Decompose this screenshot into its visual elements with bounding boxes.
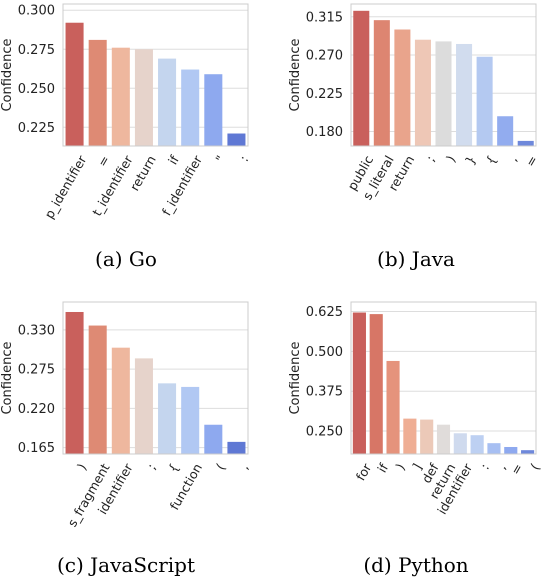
- bar: [521, 450, 535, 454]
- bar: [204, 424, 223, 454]
- chart-caption: (c) JavaScript: [57, 553, 195, 577]
- x-tick-label: :: [236, 153, 251, 164]
- bar: [487, 443, 501, 454]
- chart-caption: (a) Go: [95, 247, 157, 271]
- x-tick-label: }: [462, 153, 479, 167]
- x-tick-label: ,: [505, 153, 520, 164]
- bar: [88, 325, 107, 454]
- bar: [414, 39, 431, 147]
- plot-frame: [350, 301, 537, 455]
- y-tick-label: 0.625: [306, 305, 343, 320]
- y-tick-label: 0.165: [18, 441, 55, 456]
- plot-frame: [62, 301, 249, 455]
- bar: [504, 446, 518, 454]
- x-tick-label: ,: [236, 461, 251, 472]
- bar: [158, 58, 177, 146]
- y-axis-label: Confidence: [0, 38, 15, 111]
- bar: [453, 433, 467, 454]
- y-tick-label: 0.500: [306, 345, 343, 360]
- x-tick-label: ,: [494, 461, 509, 472]
- bar: [497, 116, 514, 146]
- x-tick-label: ;: [423, 153, 438, 164]
- x-tick-label: ): [443, 153, 458, 165]
- chart-panel-2: 0.1650.2200.2750.330)s_fragmentidentifie…: [0, 301, 251, 577]
- bar: [227, 441, 246, 454]
- plot-frame: [62, 3, 249, 147]
- x-tick-label: =: [522, 153, 540, 170]
- y-tick-label: 0.275: [18, 43, 55, 58]
- x-tick-label: p_identifier: [41, 152, 90, 221]
- bar: [227, 133, 246, 146]
- bar: [386, 360, 400, 454]
- bar: [134, 358, 153, 454]
- y-tick-label: 0.375: [306, 385, 343, 400]
- bar: [111, 347, 130, 454]
- y-tick-label: 0.300: [18, 4, 55, 19]
- y-tick-label: 0.250: [306, 425, 343, 440]
- bar: [65, 22, 84, 147]
- y-tick-label: 0.275: [18, 363, 55, 378]
- x-tick-label: ]: [409, 461, 424, 473]
- bar: [436, 424, 451, 454]
- y-axis-label: Confidence: [288, 341, 303, 414]
- y-axis-label: Confidence: [288, 38, 303, 111]
- x-tick-label: {: [165, 461, 182, 475]
- x-tick-label: (: [213, 461, 228, 473]
- x-tick-label: ;: [144, 461, 159, 472]
- bar: [394, 29, 411, 147]
- bar: [476, 56, 493, 146]
- bar: [352, 312, 366, 454]
- x-tick-label: {: [483, 153, 500, 167]
- y-tick-label: 0.225: [306, 87, 343, 102]
- bar: [65, 311, 84, 454]
- x-tick-label: ": [212, 153, 228, 165]
- x-tick-label: ): [74, 461, 89, 473]
- x-tick-label: =: [507, 461, 525, 478]
- y-tick-label: 0.315: [306, 10, 343, 25]
- y-axis-label: Confidence: [0, 341, 15, 414]
- y-tick-label: 0.330: [18, 323, 55, 338]
- plot-frame: [350, 3, 537, 147]
- chart-caption: (b) Java: [377, 247, 455, 271]
- y-tick-label: 0.250: [18, 82, 55, 97]
- bar: [181, 386, 200, 454]
- bar: [181, 69, 200, 146]
- bar: [353, 10, 370, 146]
- bar: [435, 41, 452, 146]
- x-tick-label: if: [374, 460, 391, 475]
- x-tick-label: f_identifier: [159, 152, 206, 218]
- x-tick-label: ): [393, 461, 408, 473]
- chart-caption: (d) Python: [363, 553, 468, 577]
- y-tick-label: 0.225: [18, 121, 55, 136]
- y-tick-label: 0.270: [306, 49, 343, 64]
- bar: [134, 49, 153, 146]
- x-tick-label: if: [165, 152, 182, 167]
- x-tick-label: for: [353, 460, 375, 483]
- bar: [517, 140, 534, 146]
- bar: [158, 383, 177, 454]
- y-tick-label: 0.220: [18, 402, 55, 417]
- bar: [456, 43, 473, 146]
- bar: [88, 39, 107, 147]
- chart-panel-1: 0.1800.2250.2700.315publics_literalretur…: [288, 3, 541, 271]
- bar: [204, 74, 223, 146]
- bar: [470, 435, 484, 454]
- bar: [373, 20, 390, 147]
- x-tick-label: =: [94, 153, 112, 170]
- bar: [403, 418, 417, 454]
- y-tick-label: 0.180: [306, 125, 343, 140]
- x-tick-label: (: [527, 461, 542, 473]
- bar: [420, 419, 434, 454]
- x-tick-label: :: [477, 461, 492, 472]
- bar: [369, 314, 383, 454]
- bar: [111, 47, 130, 146]
